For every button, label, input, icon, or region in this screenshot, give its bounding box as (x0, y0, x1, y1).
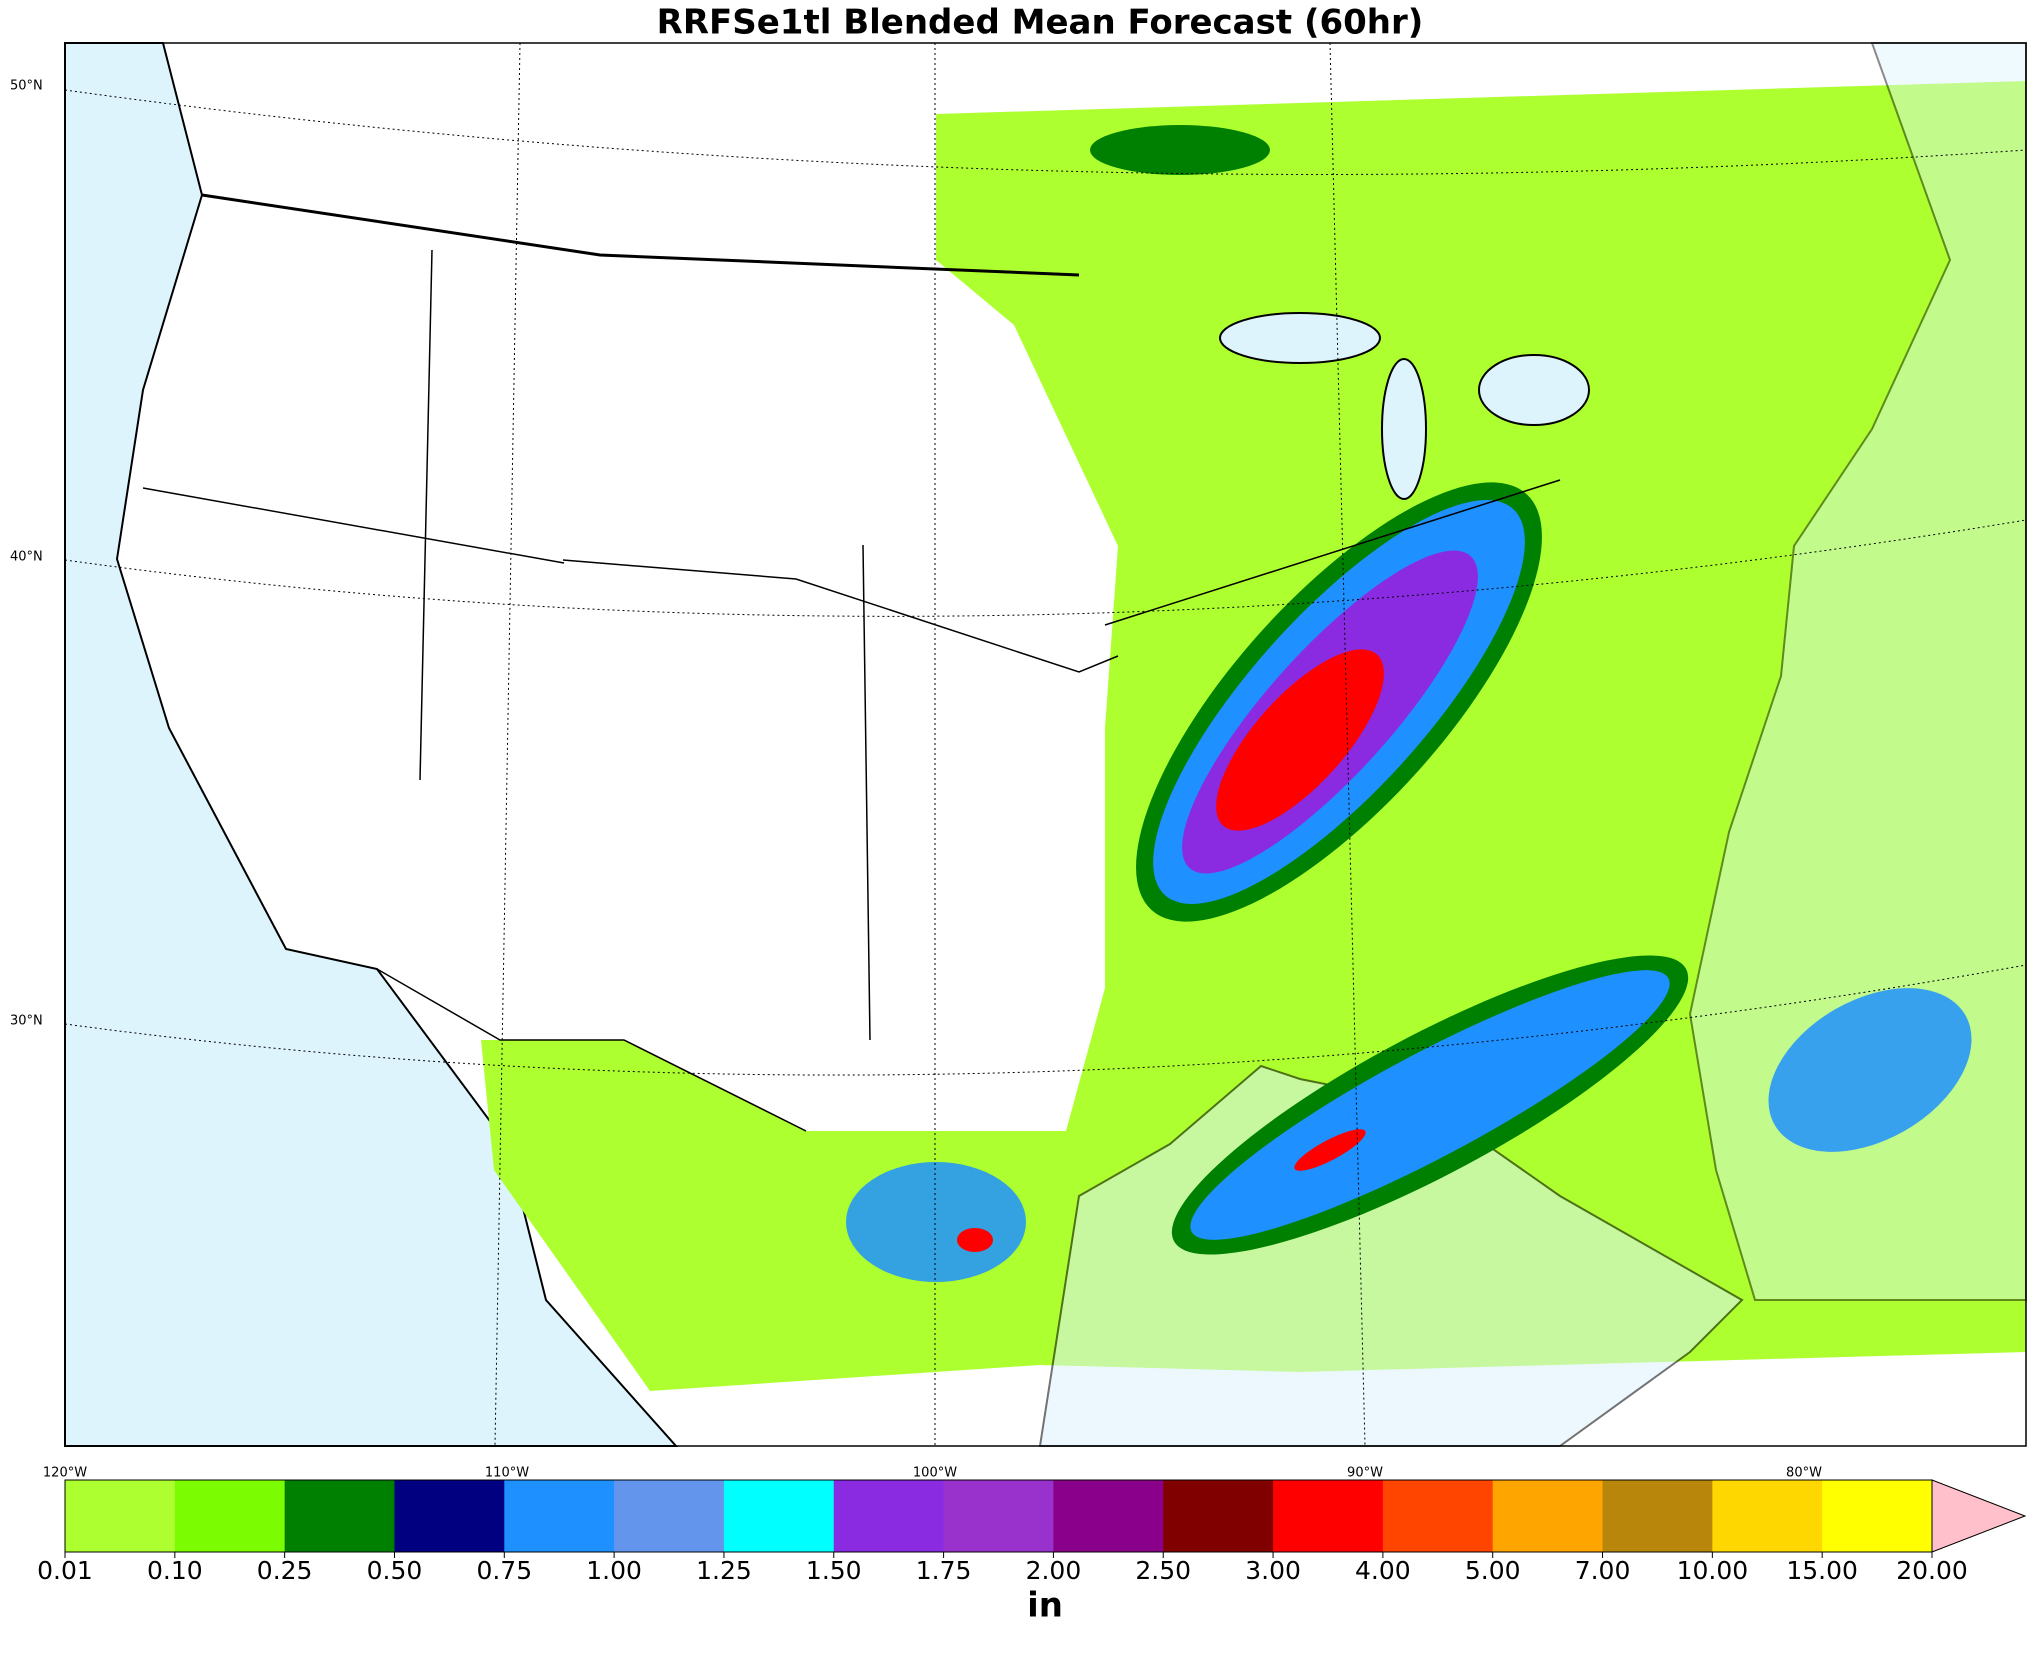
colorbar-swatch (614, 1480, 725, 1552)
precip-bands (846, 125, 1972, 1282)
colorbar-swatch (394, 1480, 505, 1552)
colorbar-frame (64, 1479, 1933, 1553)
lat-label: 50°N (10, 79, 43, 94)
colorbar-tick-label: 2.50 (1135, 1556, 1191, 1585)
colorbar-tick-label: 2.00 (1026, 1556, 1082, 1585)
lon-label: 80°W (1786, 1466, 1822, 1481)
colorbar-tick-label: 15.00 (1786, 1556, 1858, 1585)
map-frame (64, 42, 2027, 1447)
colorbar-swatch (943, 1480, 1054, 1552)
colorbar-tick-label: 10.00 (1677, 1556, 1749, 1585)
colorbar-tick-label: 0.01 (37, 1556, 93, 1585)
colorbar-swatch (504, 1480, 615, 1552)
colorbar-tick-label: 0.25 (257, 1556, 313, 1585)
colorbar: 0.01 0.10 0.25 0.50 0.75 1.00 1.25 1.50 1.75 2.00… (37, 1479, 2027, 1585)
gulf (1038, 1064, 1744, 1447)
lat-label: 30°N (10, 1014, 43, 1029)
title: RRFSe1tl Blended Mean Forecast (60hr) (657, 3, 1424, 43)
colorbar-swatch (1163, 1480, 1274, 1552)
colorbar-swatch (1053, 1480, 1164, 1552)
colorbar-tick-label: 1.25 (696, 1556, 752, 1585)
map (64, 42, 2027, 1447)
colorbar-swatch (1382, 1480, 1494, 1552)
lon-label: 120°W (43, 1466, 87, 1481)
colorbar-tick-label: 7.00 (1575, 1556, 1631, 1585)
colorbar-tick-label: 1.50 (806, 1556, 862, 1585)
lon-label: 100°W (913, 1466, 957, 1481)
colorbar-tick-label: 0.10 (147, 1556, 203, 1585)
colorbar-swatch (723, 1480, 835, 1552)
colorbar-tick-label: 3.00 (1245, 1556, 1301, 1585)
lon-label: 110°W (485, 1466, 529, 1481)
colorbar-swatch (1492, 1480, 1604, 1552)
colorbar-swatch (833, 1480, 945, 1552)
lon-label: 90°W (1347, 1466, 1383, 1481)
graticule-labels: 50°N 40°N 30°N 120°W 110°W 100°W 90°W 80°W (10, 79, 1822, 1481)
colorbar-extend (1931, 1479, 2027, 1553)
colorbar-tick-label: 20.00 (1896, 1556, 1968, 1585)
colorbar-swatch (65, 1480, 176, 1552)
colorbar-tick-label: 0.50 (367, 1556, 423, 1585)
colorbar-swatch (1712, 1480, 1823, 1552)
colorbar-tick-label: 1.75 (916, 1556, 972, 1585)
colorbar-swatch (1822, 1480, 1933, 1552)
lat-label: 40°N (10, 550, 43, 565)
colorbar-swatch (174, 1480, 286, 1552)
colorbar-tick-label: 1.00 (586, 1556, 642, 1585)
colorbar-tick-label: 5.00 (1465, 1556, 1521, 1585)
colorbar-swatch (1602, 1480, 1713, 1552)
colorbar-swatch (1273, 1480, 1384, 1552)
graticule (64, 42, 2027, 1447)
great-lakes (1219, 312, 1590, 500)
colorbar-unit: in (1027, 1586, 1063, 1626)
colorbar-swatch (284, 1480, 395, 1552)
borders (142, 193, 1561, 1132)
colorbar-tick-label: 0.75 (476, 1556, 532, 1585)
colorbar-tick-label: 4.00 (1355, 1556, 1411, 1585)
